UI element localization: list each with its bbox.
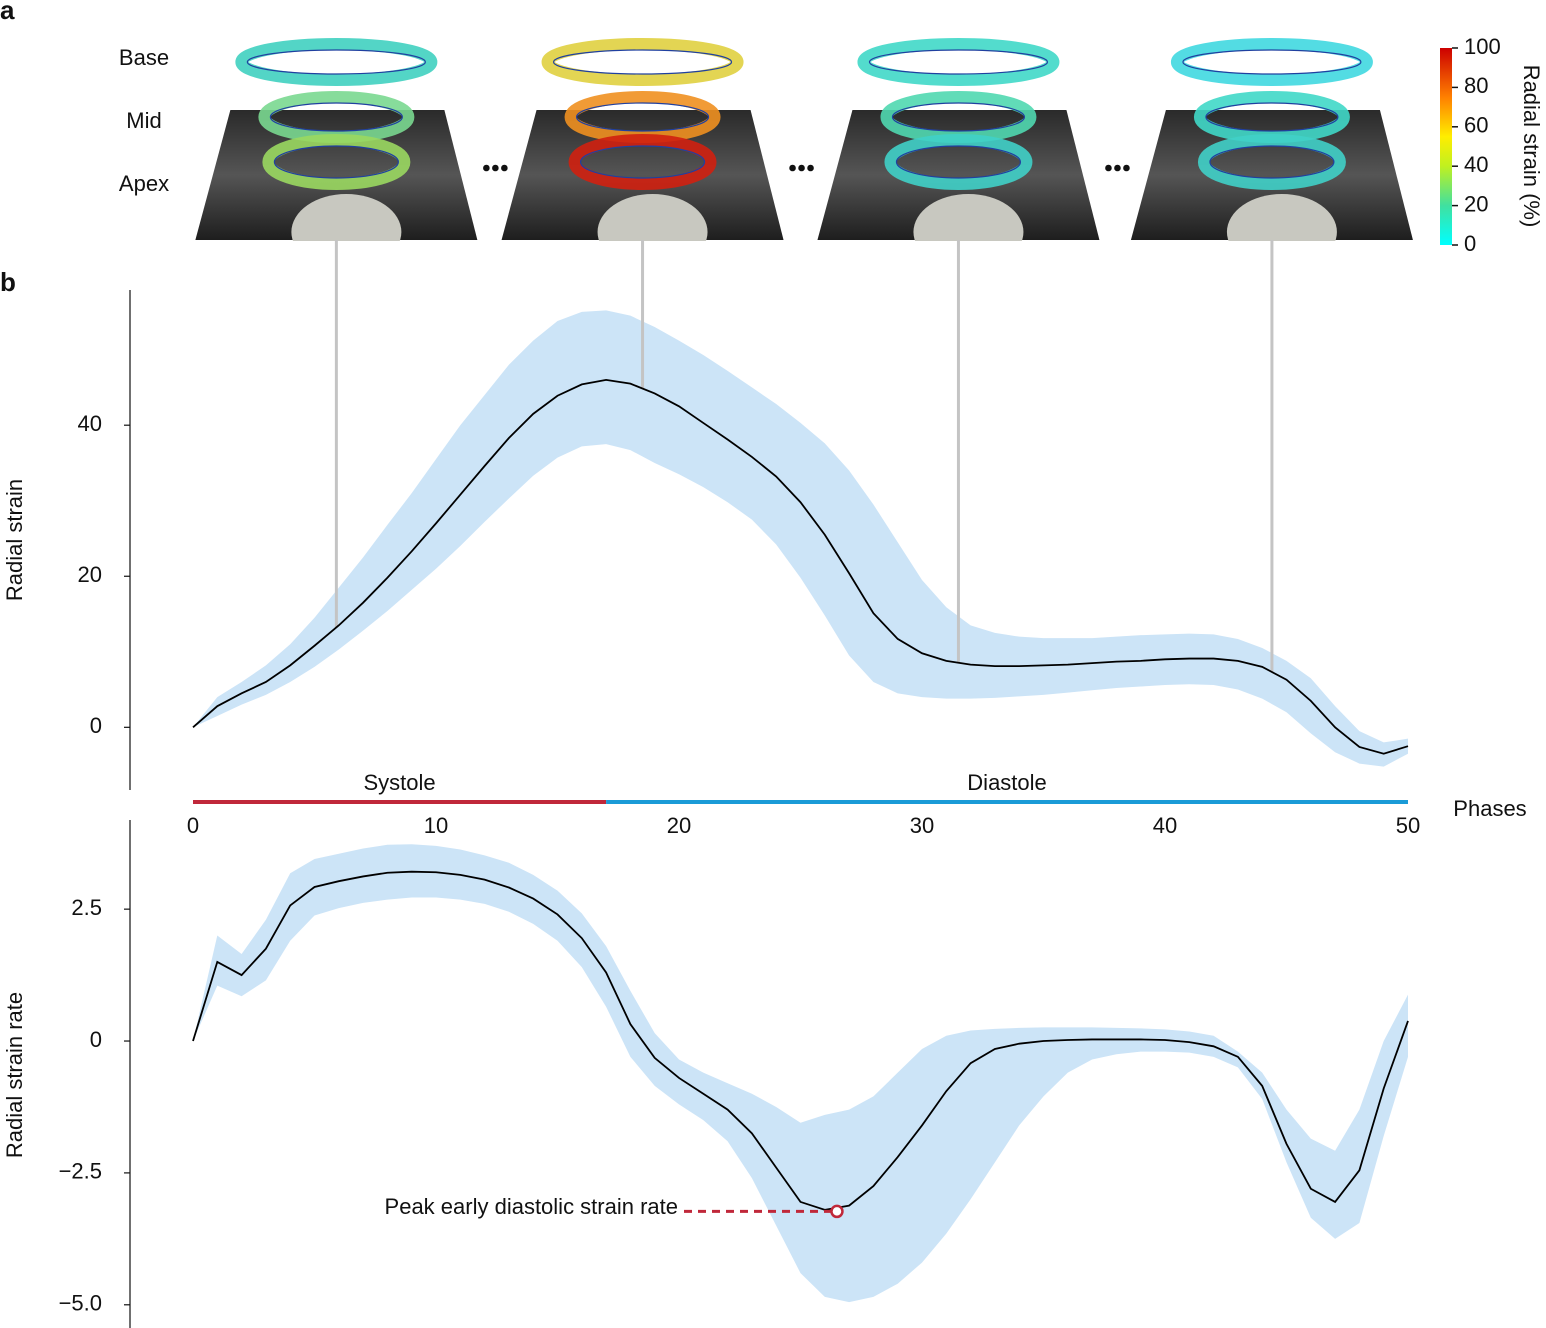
- mri-slice: [501, 110, 784, 240]
- mean-line: [192, 870, 1409, 1211]
- y-tick-label: 20: [78, 562, 102, 587]
- myocardium-ring: [857, 38, 1060, 86]
- myocardium-ring: [884, 134, 1033, 190]
- y-tick-label: −2.5: [59, 1159, 102, 1184]
- image-panels: [176, 38, 1432, 270]
- endocardium: [1209, 145, 1335, 179]
- x-tick-label: 10: [424, 813, 448, 838]
- panel-label: b: [0, 267, 16, 297]
- endocardium: [273, 145, 399, 179]
- y-tick-label: −5.0: [59, 1291, 102, 1316]
- ellipsis-dot: [807, 164, 814, 172]
- y-tick-label: 0: [90, 1027, 102, 1052]
- y-axis-label: Radial strain rate: [2, 992, 27, 1158]
- y-axis-label: Radial strain: [2, 479, 27, 601]
- myocardium-ring: [1170, 38, 1373, 86]
- colorbar-label: Radial strain (%): [1519, 65, 1544, 228]
- phase-label: Diastole: [967, 770, 1046, 795]
- y-tick-label: 2.5: [71, 895, 102, 920]
- mri-slice: [195, 110, 478, 240]
- ellipsis-dot: [1105, 164, 1112, 172]
- ellipsis-dot: [501, 164, 508, 172]
- myocardium-ring: [541, 38, 744, 86]
- colorbar-tick-label: 60: [1464, 113, 1488, 138]
- endocardium: [246, 49, 426, 75]
- mri-slice: [817, 110, 1100, 240]
- myocardium-ring: [1197, 134, 1346, 190]
- annotation-point: [830, 1204, 844, 1219]
- y-tick-label: 0: [90, 713, 102, 738]
- ellipsis-dot: [492, 164, 499, 172]
- endocardium: [575, 102, 710, 132]
- slice-label: Base: [119, 45, 169, 70]
- mri-slice: [1130, 110, 1413, 240]
- ellipsis-dot: [1114, 164, 1121, 172]
- ellipsis-dot: [1123, 164, 1130, 172]
- colorbar-tick-label: 80: [1464, 73, 1488, 98]
- colorbar-tick-label: 20: [1464, 191, 1488, 216]
- panel-label: a: [0, 0, 15, 25]
- confidence-band: [193, 310, 1408, 767]
- ellipsis-dot: [789, 164, 796, 172]
- myocardium-ring: [235, 38, 438, 86]
- endocardium: [895, 145, 1022, 179]
- x-axis-label: Phases: [1453, 796, 1526, 821]
- colorbar-tick-label: 40: [1464, 152, 1488, 177]
- confidence-band: [193, 844, 1408, 1303]
- endocardium: [868, 49, 1049, 75]
- endocardium: [1182, 49, 1362, 75]
- colorbar: [1440, 48, 1452, 245]
- x-tick-label: 30: [910, 813, 934, 838]
- endocardium: [269, 102, 403, 132]
- ellipsis-dot: [483, 164, 490, 172]
- x-tick-label: 20: [667, 813, 691, 838]
- phase-label: Systole: [363, 770, 435, 795]
- ellipsis-dot: [798, 164, 805, 172]
- myocardium-ring: [568, 134, 717, 190]
- myocardium-ring: [262, 134, 411, 190]
- endocardium: [552, 49, 733, 75]
- endocardium: [1205, 102, 1339, 132]
- mean-line: [192, 378, 1409, 755]
- annotation-text: Peak early diastolic strain rate: [385, 1194, 678, 1219]
- colorbar-tick-label: 0: [1464, 231, 1476, 256]
- x-tick-label: 40: [1153, 813, 1177, 838]
- y-tick-label: 40: [78, 411, 102, 436]
- x-tick-label: 0: [187, 813, 199, 838]
- slice-label: Apex: [119, 171, 169, 196]
- colorbar-tick-label: 100: [1464, 34, 1501, 59]
- x-tick-label: 50: [1396, 813, 1420, 838]
- endocardium: [891, 102, 1026, 132]
- slice-label: Mid: [126, 108, 161, 133]
- endocardium: [579, 145, 706, 179]
